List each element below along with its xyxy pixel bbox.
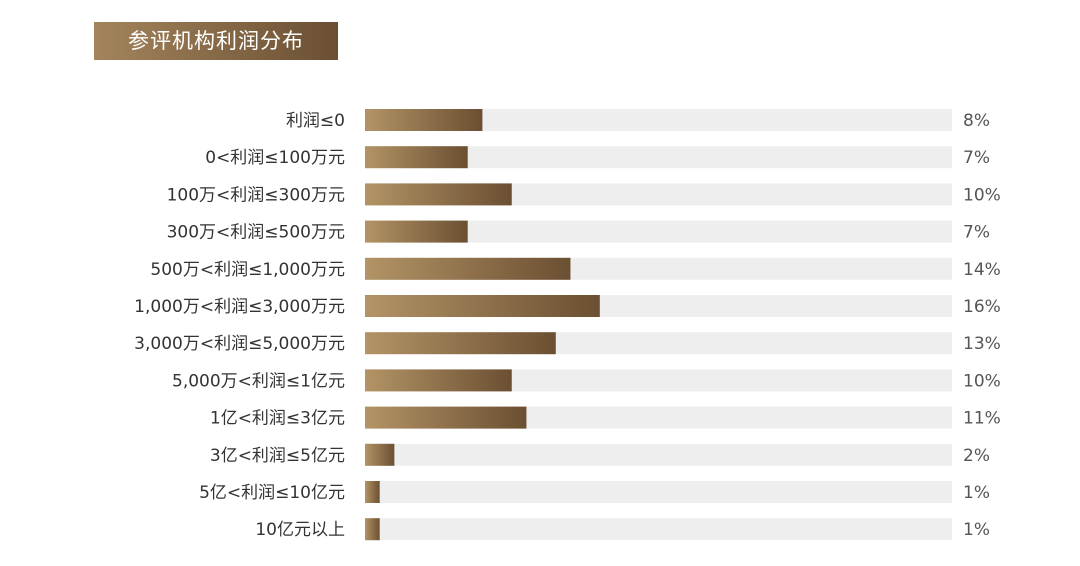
value-label: 10%: [963, 371, 1001, 391]
bar-track: [365, 443, 952, 466]
value-label: 7%: [963, 223, 990, 243]
category-label: 100万<利润≤300万元: [167, 185, 345, 205]
bar: [365, 332, 556, 355]
category-label: 1,000万<利润≤3,000万元: [134, 297, 345, 317]
value-label: 1%: [963, 520, 990, 540]
value-label: 14%: [963, 260, 1001, 280]
value-label: 10%: [963, 185, 1001, 205]
bar-track: [365, 518, 952, 541]
bar: [365, 443, 395, 466]
bar: [365, 406, 527, 429]
category-label: 0<利润≤100万元: [205, 148, 345, 168]
bar: [365, 295, 600, 317]
category-label: 5,000万<利润≤1亿元: [172, 371, 345, 391]
value-label: 8%: [963, 111, 990, 131]
bar-track: [365, 220, 952, 243]
category-label: 3亿<利润≤5亿元: [210, 446, 345, 466]
bar: [365, 481, 380, 503]
bar: [365, 109, 483, 131]
category-label: 500万<利润≤1,000万元: [150, 260, 345, 280]
bar: [365, 183, 512, 206]
category-label: 利润≤0: [286, 111, 345, 131]
chart-title: 参评机构利润分布: [94, 22, 338, 60]
value-label: 1%: [963, 483, 990, 503]
bar: [365, 369, 512, 392]
bar: [365, 220, 468, 243]
value-label: 13%: [963, 334, 1001, 354]
bar: [365, 146, 468, 169]
category-label: 3,000万<利润≤5,000万元: [134, 334, 345, 354]
bar: [365, 257, 571, 280]
value-label: 2%: [963, 446, 990, 466]
value-label: 11%: [963, 409, 1001, 429]
category-label: 10亿元以上: [255, 520, 345, 540]
value-label: 7%: [963, 148, 990, 168]
value-label: 16%: [963, 297, 1001, 317]
category-label: 5亿<利润≤10亿元: [199, 483, 345, 503]
bar: [365, 518, 380, 541]
bar-track: [365, 109, 952, 131]
category-label: 1亿<利润≤3亿元: [210, 409, 345, 429]
bar-track: [365, 146, 952, 169]
category-label: 300万<利润≤500万元: [167, 223, 345, 243]
bar-track: [365, 481, 952, 503]
